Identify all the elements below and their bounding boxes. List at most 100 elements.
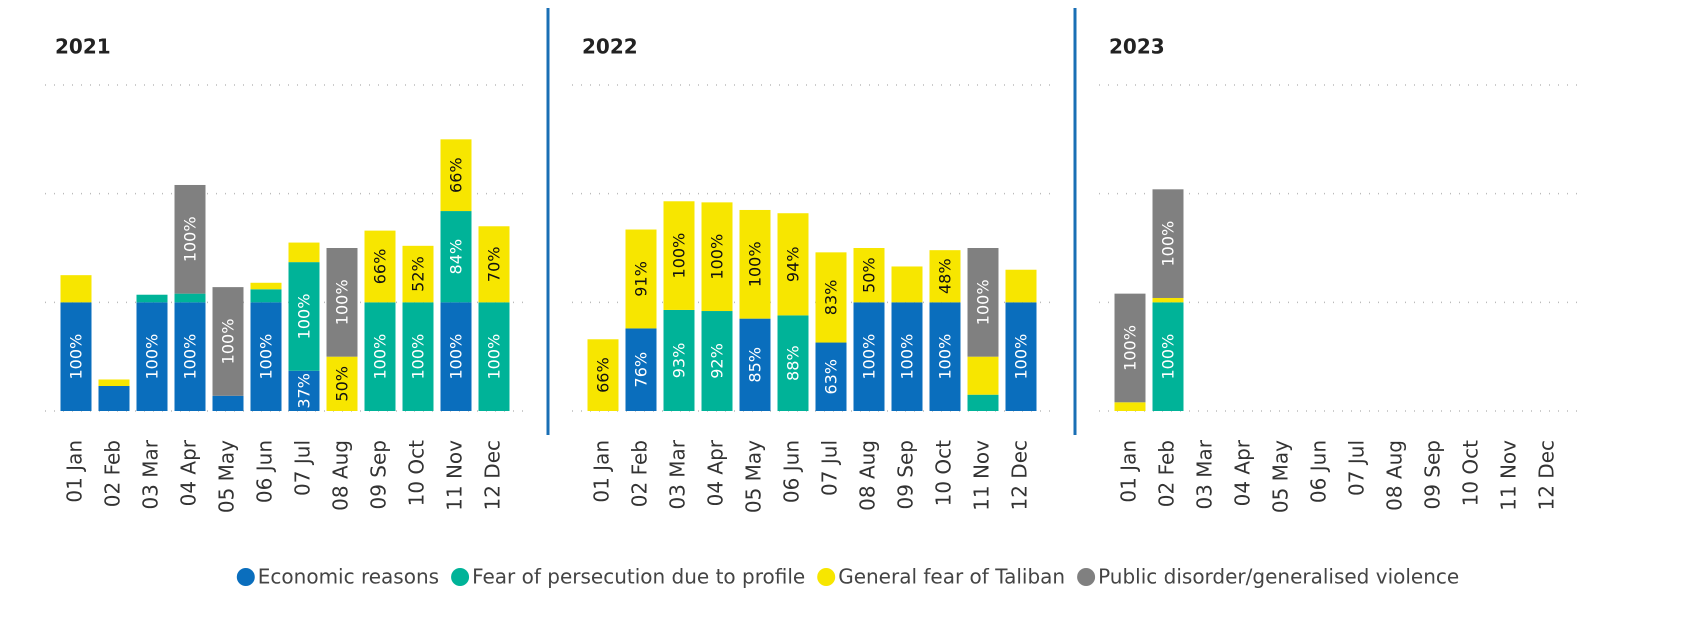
value-label: 100% — [67, 334, 86, 380]
bar-segment — [853, 248, 885, 303]
value-label: 76% — [632, 352, 651, 388]
x-tick-label: 06 Jun — [1307, 440, 1331, 503]
value-label: 100% — [974, 279, 993, 325]
bar-segment — [1005, 302, 1037, 411]
bar-segment — [701, 311, 733, 411]
x-tick-label: 01 Jan — [1117, 440, 1141, 503]
bar-segment — [250, 282, 282, 290]
x-tick-label: 04 Apr — [177, 439, 201, 506]
bar-segment — [440, 302, 472, 411]
x-tick-label: 08 Aug — [329, 440, 353, 511]
x-tick-label: 02 Feb — [628, 440, 652, 507]
bar-segment — [478, 226, 510, 303]
bar-segment — [853, 302, 885, 411]
value-label: 88% — [784, 345, 803, 381]
bar-segment — [891, 302, 923, 411]
value-label: 100% — [1159, 334, 1178, 380]
bar-segment — [440, 211, 472, 303]
bar-segment — [891, 266, 923, 303]
x-tick-label: 11 Nov — [1497, 440, 1521, 511]
bar-segment — [625, 328, 657, 411]
x-tick-label: 04 Apr — [704, 439, 728, 506]
bar-segment — [1152, 297, 1184, 303]
bar-segment — [174, 293, 206, 303]
x-tick-label: 07 Jul — [291, 440, 315, 496]
value-label: 84% — [447, 239, 466, 275]
bar-segment — [967, 394, 999, 411]
bar-segment — [288, 370, 320, 411]
bar-segment — [136, 294, 168, 303]
x-tick-label: 10 Oct — [932, 440, 956, 507]
bar-segment — [1152, 302, 1184, 411]
x-tick-label: 05 May — [1269, 440, 1293, 513]
bar-segment — [967, 248, 999, 357]
bar-segment — [402, 302, 434, 411]
value-label: 100% — [670, 233, 689, 279]
bar-segment — [739, 209, 771, 319]
bar-segment — [625, 229, 657, 329]
chart-title: 2021 — [55, 35, 111, 59]
value-label: 83% — [822, 280, 841, 316]
value-label: 66% — [371, 249, 390, 285]
x-tick-label: 02 Feb — [101, 440, 125, 507]
legend: Economic reasons Fear of persecution due … — [236, 565, 1459, 589]
value-label: 100% — [219, 319, 238, 365]
bar-segment — [478, 302, 510, 411]
bar-segment — [364, 302, 396, 411]
bar-segment — [212, 395, 244, 411]
x-tick-label: 08 Aug — [1383, 440, 1407, 511]
x-tick-label: 06 Jun — [780, 440, 804, 503]
value-label: 100% — [1121, 325, 1140, 371]
value-label: 94% — [784, 247, 803, 283]
bar-segment — [777, 315, 809, 411]
legend-swatch — [817, 568, 836, 586]
value-label: 66% — [594, 357, 613, 393]
bar-segment — [739, 318, 771, 411]
x-tick-label: 02 Feb — [1155, 440, 1179, 507]
bar-segment — [967, 356, 999, 395]
value-label: 93% — [670, 343, 689, 379]
x-tick-label: 01 Jan — [590, 440, 614, 503]
value-label: 100% — [898, 334, 917, 380]
legend-label: General fear of Taliban — [838, 565, 1065, 589]
bar-segment — [1152, 189, 1184, 298]
bar-segment — [174, 184, 206, 294]
value-label: 91% — [632, 261, 651, 297]
bar-segment — [815, 342, 847, 411]
bar-segment — [1114, 402, 1146, 411]
value-label: 100% — [181, 334, 200, 380]
bar-segment — [663, 309, 695, 411]
value-label: 100% — [181, 216, 200, 262]
value-label: 66% — [447, 157, 466, 193]
value-label: 50% — [860, 257, 879, 293]
bar-segment — [663, 201, 695, 310]
bar-segment — [250, 302, 282, 411]
x-tick-label: 11 Nov — [970, 440, 994, 511]
value-label: 100% — [485, 334, 504, 380]
x-tick-label: 12 Dec — [1535, 440, 1559, 511]
x-tick-label: 03 Mar — [666, 439, 690, 509]
legend-swatch — [451, 568, 470, 586]
bar-segment — [929, 250, 961, 303]
x-tick-label: 10 Oct — [1459, 440, 1483, 507]
value-label: 85% — [746, 347, 765, 383]
value-label: 100% — [708, 234, 727, 280]
x-tick-label: 09 Sep — [894, 440, 918, 510]
bar-segment — [701, 202, 733, 312]
bar-segment — [440, 139, 472, 212]
value-label: 100% — [1012, 334, 1031, 380]
x-tick-label: 05 May — [742, 440, 766, 513]
bar-segment — [815, 252, 847, 343]
value-label: 100% — [746, 241, 765, 287]
bar-segment — [1114, 293, 1146, 403]
x-tick-label: 09 Sep — [1421, 440, 1445, 510]
x-tick-label: 03 Mar — [139, 439, 163, 509]
bar-segment — [364, 230, 396, 303]
value-label: 37% — [295, 373, 314, 409]
value-label: 100% — [447, 334, 466, 380]
x-tick-label: 11 Nov — [443, 440, 467, 511]
bar-segment — [60, 302, 92, 411]
bar-segment — [98, 379, 130, 387]
bar-segment — [60, 275, 92, 303]
